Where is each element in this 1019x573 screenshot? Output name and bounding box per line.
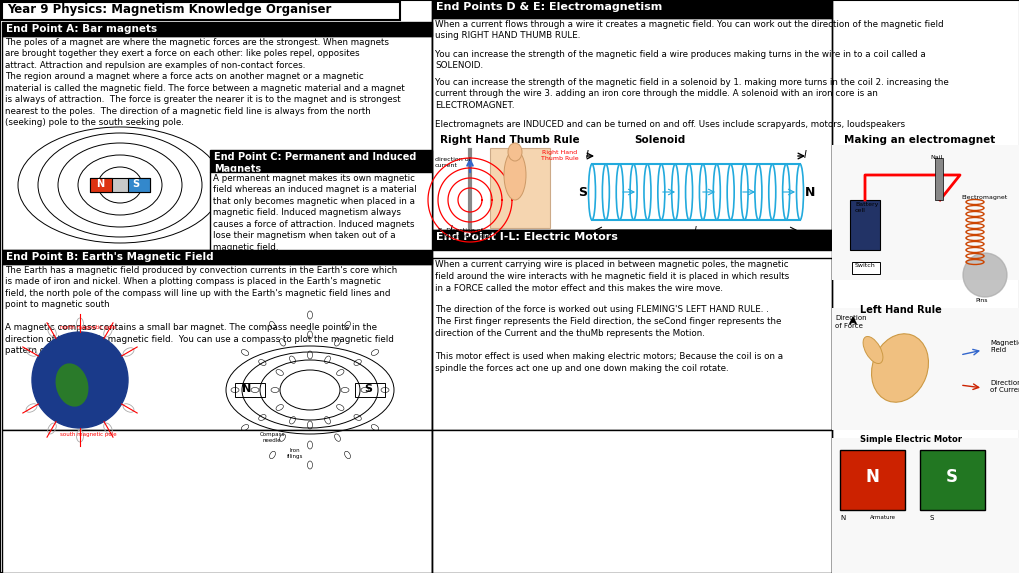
Bar [432,18,832,230]
Text: south magnetic pole: south magnetic pole [60,432,116,437]
Bar [840,450,904,510]
Bar [934,158,943,200]
Text: Nail: Nail [929,155,942,160]
Text: N: N [804,186,814,199]
Text: Electromagnets are INDUCED and can be turned on and off. Uses include scrapyards: Electromagnets are INDUCED and can be tu… [434,120,904,129]
Bar [2,2,399,20]
Bar [127,178,150,192]
Text: Magnetic
Field: Magnetic Field [989,340,1019,354]
Bar [90,178,150,192]
Ellipse shape [870,334,927,402]
Bar [432,0,832,18]
Text: B  Direction of
   Magnetic Field: B Direction of Magnetic Field [437,228,489,239]
Text: End Point I-L: Electric Motors: End Point I-L: Electric Motors [435,232,618,242]
Text: N: N [243,384,252,394]
Circle shape [32,332,127,428]
Bar [919,450,984,510]
Text: north magnetic pole: north magnetic pole [60,325,116,330]
Bar [355,383,384,397]
Text: Battery
cell: Battery cell [854,202,877,213]
Bar [210,172,432,250]
Bar [832,145,1019,280]
Text: The Earth has a magnetic field produced by convection currents in the Earth's co: The Earth has a magnetic field produced … [5,266,396,355]
Text: Right Hand Thumb Rule: Right Hand Thumb Rule [440,135,579,145]
Bar [2,264,432,430]
Bar [90,178,112,192]
Text: Iron
filings: Iron filings [286,448,303,459]
Bar [432,430,832,573]
Bar [851,262,879,274]
Text: Making an electromagnet: Making an electromagnet [844,135,995,145]
Bar [489,148,549,228]
Text: Year 9 Physics: Magnetism Knowledge Organiser: Year 9 Physics: Magnetism Knowledge Orga… [7,3,331,16]
Text: direction of
current: direction of current [434,157,471,168]
Bar [849,200,879,250]
Text: When a current carrying wire is placed in between magnetic poles, the magnetic
f: When a current carrying wire is placed i… [434,260,789,293]
Text: Electromagnet: Electromagnet [961,195,1007,200]
Bar [2,250,432,264]
Bar [2,36,432,250]
Text: Armature: Armature [869,515,895,520]
Text: S: S [945,468,957,486]
Text: I: I [803,150,806,160]
Bar [432,230,832,250]
Text: Pins: Pins [975,298,987,303]
Text: N: N [864,468,878,486]
Ellipse shape [503,150,526,200]
Text: Solenoid: Solenoid [634,135,685,145]
Text: Direction
of Current: Direction of Current [989,380,1019,394]
Text: You can increase the strength of the magnetic field a wire produces making turns: You can increase the strength of the mag… [434,50,925,70]
Text: The direction of the force is worked out using FLEMING'S LEFT HAND RULE. .
The F: The direction of the force is worked out… [434,305,781,337]
Text: This motor effect is used when making electric motors; Because the coil is on a
: This motor effect is used when making el… [434,352,783,373]
Bar [832,438,1019,573]
Text: End Point C: Permanent and Induced
Magnets: End Point C: Permanent and Induced Magne… [214,152,416,174]
Text: The poles of a magnet are where the magnetic forces are the strongest. When magn: The poles of a magnet are where the magn… [5,38,405,127]
Bar [432,258,832,430]
Circle shape [962,253,1006,297]
Text: Right Hand
Thumb Rule: Right Hand Thumb Rule [541,150,578,161]
Text: S: S [131,179,139,189]
Text: N: N [840,515,845,521]
Text: Switch: Switch [854,263,875,268]
Text: N: N [96,179,104,189]
Text: S: S [364,384,372,394]
Ellipse shape [862,336,882,363]
Text: When a current flows through a wire it creates a magnetic field. You can work ou: When a current flows through a wire it c… [434,20,943,41]
Text: l: l [693,226,696,236]
Ellipse shape [55,363,89,407]
Bar [234,383,265,397]
Text: Left Hand Rule: Left Hand Rule [859,305,941,315]
Text: A permanent magnet makes its own magnetic
field whereas an induced magnet is a m: A permanent magnet makes its own magneti… [213,174,416,252]
Text: I: I [585,150,588,160]
Text: Compass
needle: Compass needle [259,432,284,443]
Bar [2,22,432,36]
Ellipse shape [507,143,522,161]
Text: You can increase the strength of the magnetic field in a solenoid by 1. making m: You can increase the strength of the mag… [434,78,948,110]
Text: I: I [449,225,452,235]
Text: Direction
of Force: Direction of Force [835,315,866,328]
Text: Simple Electric Motor: Simple Electric Motor [859,435,961,444]
Text: S: S [578,186,586,199]
Bar [832,308,1019,430]
Text: S: S [929,515,933,521]
Bar [2,430,432,573]
Bar [210,150,432,172]
Text: End Point A: Bar magnets: End Point A: Bar magnets [6,24,157,34]
Text: End Points D & E: Electromagnetism: End Points D & E: Electromagnetism [435,2,661,12]
Text: End Point B: Earth's Magnetic Field: End Point B: Earth's Magnetic Field [6,252,213,262]
